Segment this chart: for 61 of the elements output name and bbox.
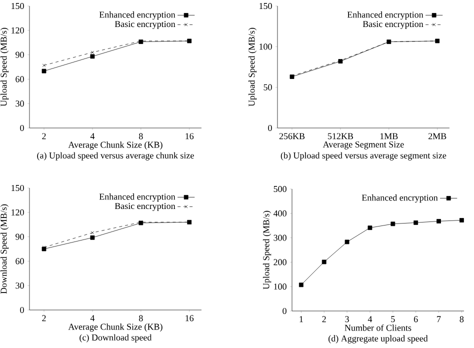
y-tick-label: 0 [282,308,286,314]
text: (c) Download speed [80,334,152,342]
y-tick-label: 60 [16,258,24,264]
y-tick-label: 100 [260,44,272,50]
legend-label: Enhanced encryption [362,194,438,203]
x-tick-label: 4 [90,315,95,322]
x-tick-label: 2 [42,315,46,322]
x-tick-label: 4 [90,133,95,140]
y-tick-label: 150 [12,184,24,192]
x-tick-label: 1MB [380,133,398,140]
y-tick-label: 200 [274,259,286,266]
y-tick-label: 90 [16,52,24,58]
legend-label: Enhanced encryption [99,193,176,202]
legend-label: Basic encryption [114,21,176,29]
legend-label: Enhanced encryption [99,11,176,20]
y-tick-label: 0 [20,306,24,314]
x-tick-label: 5 [391,316,395,322]
legend-label: Basic encryption [114,203,176,211]
text: (b) Upload speed versus average segment size [280,152,446,160]
y-tick-label: 60 [16,76,24,82]
x-axis-title: Average Chunk Size (KB) [68,323,162,332]
y-tick-label: 0 [268,124,272,132]
y-tick-label: 300 [274,234,286,241]
x-tick-label: 16 [186,315,194,322]
x-tick-label: 2 [322,316,326,322]
y-tick-label: 150 [260,2,272,10]
x-tick-label: 16 [186,133,194,140]
x-tick-label: 8 [139,133,143,140]
legend-label: Basic encryption [362,21,424,29]
y-axis-title: Download Speed (MB/s) [0,204,9,294]
y-axis-title: Upload Speed (MB/s) [262,210,272,290]
y-tick-label: 100 [274,284,286,290]
y-tick-label: 120 [12,209,24,216]
y-tick-label: 500 [274,186,286,192]
y-axis-title: Upload Speed (MB/s) [0,28,9,106]
x-tick-label: 8 [139,315,143,322]
y-tick-label: 30 [16,100,24,107]
x-tick-label: 1 [300,316,303,322]
text: (a) Upload speed versus average chunk size [37,152,194,160]
y-tick-label: 0 [20,124,24,132]
y-tick-label: 150 [12,2,24,10]
x-tick-label: 7 [437,316,441,322]
text: (d) Aggregate upload speed [328,335,428,344]
y-tick-label: 90 [16,234,24,240]
x-axis-title: Average Chunk Size (KB) [68,141,162,150]
x-tick-label: 3 [345,316,349,322]
x-tick-label: 2MB [428,133,446,140]
y-tick-label: 30 [16,282,24,289]
legend-label: Enhanced encryption [347,11,424,20]
x-tick-label: 2 [42,133,46,140]
x-tick-label: 256KB [279,133,305,140]
x-tick-label: 4 [368,316,372,322]
x-tick-label: 8 [460,316,464,322]
y-tick-label: 50 [264,84,272,90]
x-axis-title: Average Segment Size [322,141,404,150]
x-tick-label: 512KB [328,133,354,140]
y-tick-label: 400 [273,210,286,216]
x-axis-title: Number of Clients [344,324,412,331]
y-axis-title: Upload Speed (MB/s) [248,28,257,106]
y-tick-label: 120 [12,27,24,34]
x-tick-label: 6 [414,316,418,322]
